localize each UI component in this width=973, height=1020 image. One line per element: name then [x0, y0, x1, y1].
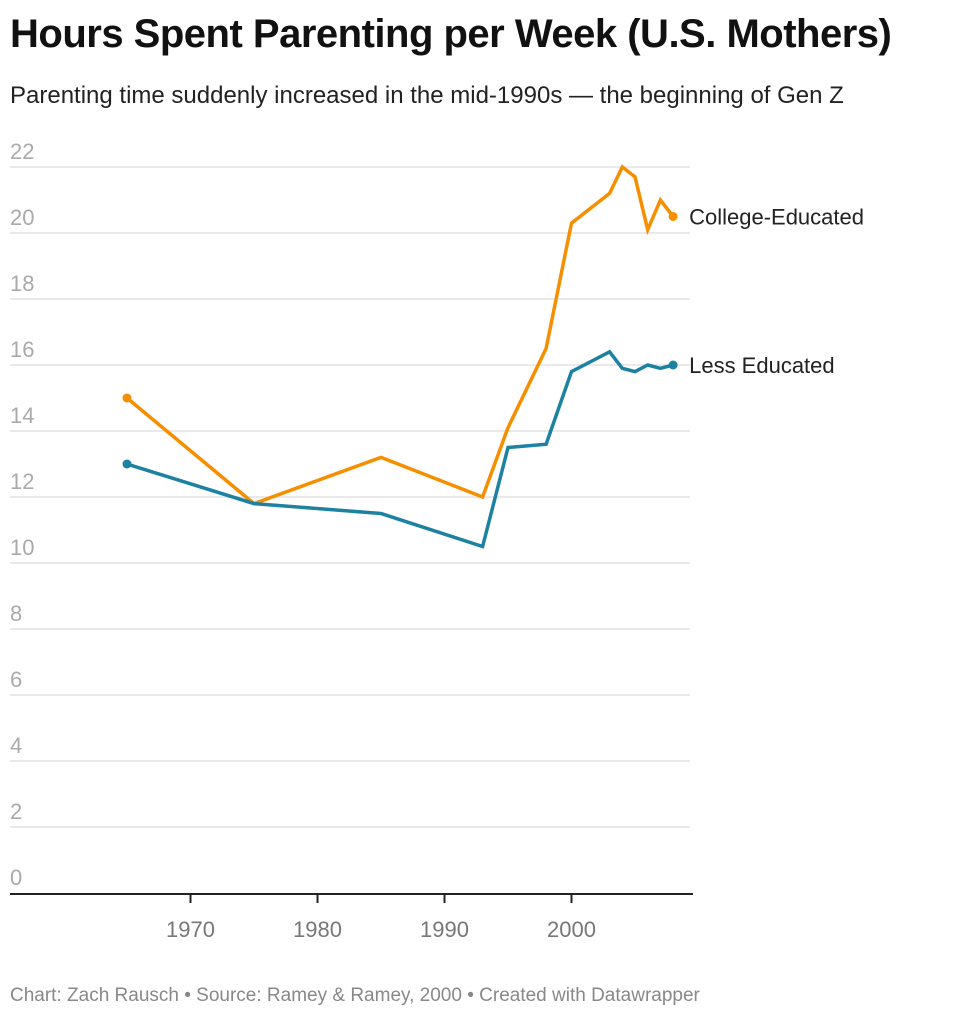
x-tick-label: 2000 — [547, 917, 596, 942]
y-tick-label: 4 — [10, 733, 22, 758]
y-tick-label: 0 — [10, 865, 22, 890]
x-tick-label: 1990 — [420, 917, 469, 942]
y-tick-label: 12 — [10, 469, 34, 494]
chart-footer: Chart: Zach Rausch • Source: Ramey & Ram… — [10, 985, 700, 1006]
y-tick-label: 20 — [10, 205, 34, 230]
y-tick-label: 18 — [10, 271, 34, 296]
data-point-college-educated — [122, 393, 132, 403]
x-axis: 1970 1980 1990 2000 — [10, 893, 693, 942]
chart-subtitle: Parenting time suddenly increased in the… — [10, 82, 844, 109]
data-point-college-educated — [668, 212, 678, 221]
series-label-college-educated: College-Educated — [689, 205, 864, 230]
series-line-less-educated — [126, 349, 674, 549]
series-label-less-educated: Less Educated — [689, 353, 835, 378]
x-tick-label: 1980 — [293, 917, 342, 942]
chart-title: Hours Spent Parenting per Week (U.S. Mot… — [10, 12, 892, 56]
series-line-college-educated — [125, 164, 675, 506]
y-tick-label: 10 — [10, 535, 34, 560]
y-tick-label: 14 — [10, 403, 34, 428]
data-point-less-educated — [668, 360, 678, 370]
series-labels: College-Educated Less Educated — [689, 205, 864, 379]
x-tick-label: 1970 — [166, 917, 215, 942]
y-tick-label: 6 — [10, 667, 22, 692]
line-chart: 0 2 4 6 8 10 12 14 16 18 20 22 1970 1980 1990 2000 Col… — [10, 139, 864, 942]
y-tick-label: 2 — [10, 799, 22, 824]
y-tick-label: 22 — [10, 139, 34, 164]
y-tick-label: 8 — [10, 601, 22, 626]
y-tick-label: 16 — [10, 337, 34, 362]
series-lines — [122, 164, 678, 549]
gridlines — [10, 166, 690, 828]
data-point-less-educated — [122, 459, 132, 469]
y-axis-ticks: 0 2 4 6 8 10 12 14 16 18 20 22 — [10, 139, 34, 890]
